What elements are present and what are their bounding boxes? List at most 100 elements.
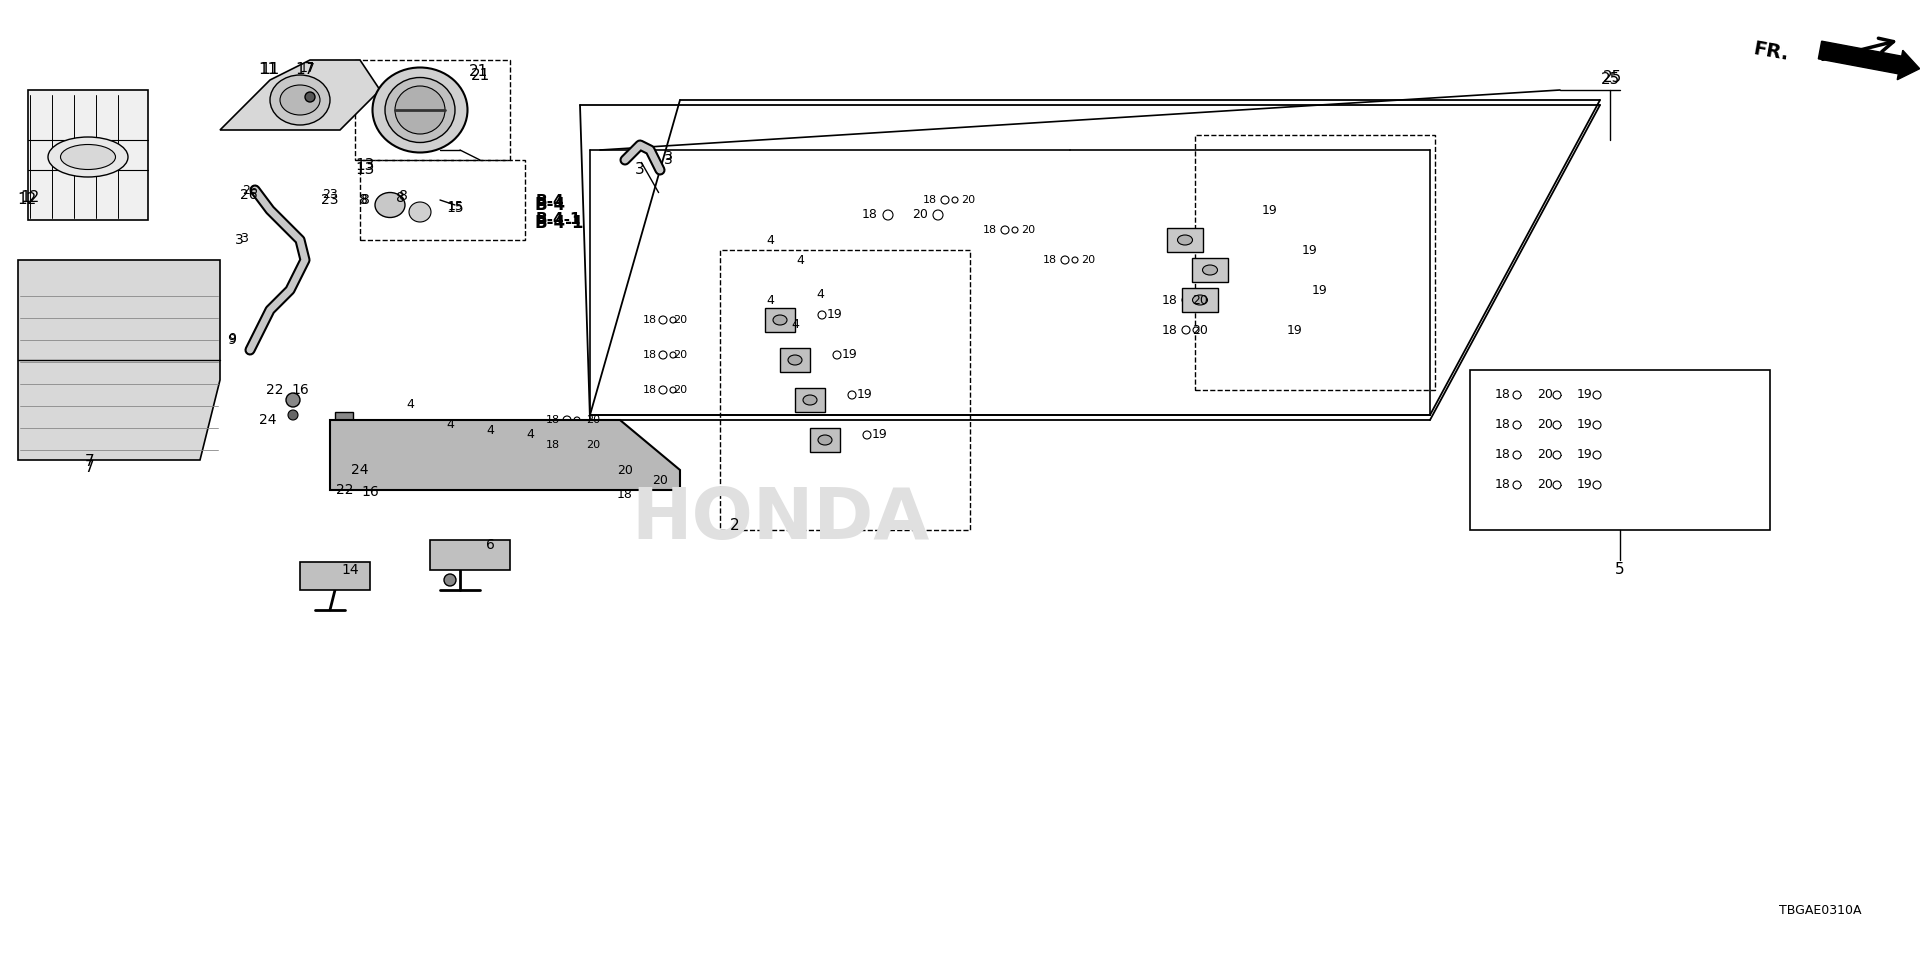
Text: 18: 18 xyxy=(545,415,561,425)
Text: 19: 19 xyxy=(1576,448,1594,462)
Circle shape xyxy=(1594,451,1601,459)
Text: 18: 18 xyxy=(1496,389,1511,401)
Text: 13: 13 xyxy=(355,158,374,174)
Circle shape xyxy=(849,391,856,399)
Ellipse shape xyxy=(374,193,405,218)
Text: HONDA: HONDA xyxy=(632,486,929,555)
Circle shape xyxy=(659,386,666,394)
Circle shape xyxy=(574,442,580,448)
Ellipse shape xyxy=(1177,235,1192,245)
Text: 13: 13 xyxy=(355,162,374,178)
Text: 4: 4 xyxy=(405,398,415,412)
Ellipse shape xyxy=(818,435,831,445)
Bar xyxy=(1471,370,1770,530)
Text: 20: 20 xyxy=(672,385,687,395)
Bar xyxy=(720,250,970,530)
Circle shape xyxy=(1594,391,1601,399)
Text: 18: 18 xyxy=(643,315,657,325)
Bar xyxy=(315,260,1215,540)
Circle shape xyxy=(1071,257,1077,263)
Circle shape xyxy=(941,196,948,204)
Text: 24: 24 xyxy=(259,413,276,427)
Text: 9: 9 xyxy=(228,331,236,345)
Text: 25: 25 xyxy=(1603,70,1622,85)
Text: 19: 19 xyxy=(828,308,843,322)
Text: 18: 18 xyxy=(1043,255,1058,265)
Circle shape xyxy=(1553,481,1561,489)
Text: 19: 19 xyxy=(1576,478,1594,492)
Text: 19: 19 xyxy=(872,428,887,442)
Bar xyxy=(29,90,148,220)
Circle shape xyxy=(1062,256,1069,264)
Text: 20: 20 xyxy=(912,208,927,222)
Text: B-4-1: B-4-1 xyxy=(536,211,582,227)
Text: 18: 18 xyxy=(1496,478,1511,492)
Text: 19: 19 xyxy=(856,389,874,401)
Text: 4: 4 xyxy=(791,319,799,331)
Text: 18: 18 xyxy=(643,350,657,360)
Ellipse shape xyxy=(61,145,115,170)
Circle shape xyxy=(305,92,315,102)
Text: 20: 20 xyxy=(1192,294,1208,306)
Text: 16: 16 xyxy=(292,383,309,397)
Text: 18: 18 xyxy=(545,440,561,450)
Text: 6: 6 xyxy=(486,538,495,552)
Circle shape xyxy=(1000,226,1010,234)
Text: 23: 23 xyxy=(321,193,338,207)
Text: 3: 3 xyxy=(234,233,244,247)
Ellipse shape xyxy=(774,315,787,325)
Text: 4: 4 xyxy=(816,289,824,301)
Text: 12: 12 xyxy=(17,193,36,207)
Circle shape xyxy=(933,210,943,220)
Bar xyxy=(430,540,511,570)
Text: B-4: B-4 xyxy=(536,195,564,209)
Text: 20: 20 xyxy=(1538,419,1553,431)
Bar xyxy=(334,412,353,422)
Text: 24: 24 xyxy=(351,463,369,477)
Text: 22: 22 xyxy=(267,383,284,397)
Text: 18: 18 xyxy=(983,225,996,235)
Circle shape xyxy=(1192,327,1198,333)
Text: 4: 4 xyxy=(526,428,534,442)
Ellipse shape xyxy=(280,85,321,115)
Bar xyxy=(1167,228,1204,252)
Text: 18: 18 xyxy=(924,195,937,205)
Circle shape xyxy=(1513,421,1521,429)
Text: 19: 19 xyxy=(1286,324,1304,337)
Bar xyxy=(300,562,371,590)
Text: 18: 18 xyxy=(862,208,877,222)
Bar xyxy=(1192,258,1229,282)
Ellipse shape xyxy=(1192,295,1208,305)
Circle shape xyxy=(1553,391,1561,399)
Text: 18: 18 xyxy=(1162,294,1179,306)
Ellipse shape xyxy=(48,137,129,177)
Text: 4: 4 xyxy=(445,419,453,431)
Text: 20: 20 xyxy=(672,315,687,325)
Circle shape xyxy=(818,311,826,319)
Text: 2: 2 xyxy=(730,517,739,533)
Circle shape xyxy=(952,197,958,203)
Bar xyxy=(764,308,795,332)
Circle shape xyxy=(862,431,872,439)
Circle shape xyxy=(1012,227,1018,233)
Text: 7: 7 xyxy=(84,454,94,469)
Polygon shape xyxy=(221,60,380,130)
Ellipse shape xyxy=(372,67,467,153)
Text: 26: 26 xyxy=(240,188,257,202)
Circle shape xyxy=(1553,451,1561,459)
Text: 20: 20 xyxy=(672,350,687,360)
FancyArrow shape xyxy=(1818,41,1920,80)
Ellipse shape xyxy=(803,395,818,405)
Text: FR.: FR. xyxy=(1751,39,1789,64)
Circle shape xyxy=(1183,296,1190,304)
Text: 3: 3 xyxy=(240,231,248,245)
Bar xyxy=(810,428,841,452)
Bar xyxy=(1200,140,1434,390)
Bar xyxy=(1183,288,1217,312)
Ellipse shape xyxy=(409,202,430,222)
Circle shape xyxy=(1513,451,1521,459)
Text: 17: 17 xyxy=(296,62,315,78)
Circle shape xyxy=(1513,481,1521,489)
Text: 3: 3 xyxy=(664,153,672,167)
Text: 20: 20 xyxy=(586,415,601,425)
